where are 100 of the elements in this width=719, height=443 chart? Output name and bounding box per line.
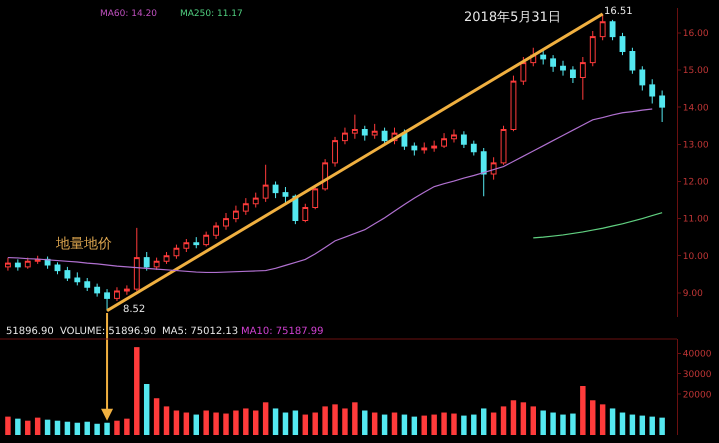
bar bbox=[352, 402, 358, 435]
candlestick bbox=[24, 257, 31, 270]
candlestick bbox=[193, 236, 200, 249]
y-tick-label: 13.00 bbox=[682, 140, 709, 150]
candlestick bbox=[54, 262, 60, 275]
bar bbox=[184, 412, 190, 435]
candlestick bbox=[451, 128, 457, 143]
text: MA10: 75187.99 bbox=[241, 326, 324, 337]
candlestick bbox=[540, 49, 546, 65]
bar bbox=[114, 420, 120, 435]
bar bbox=[480, 408, 486, 435]
candlestick bbox=[262, 164, 269, 202]
candlestick bbox=[64, 266, 70, 282]
bar bbox=[461, 416, 467, 435]
candlestick bbox=[580, 56, 586, 100]
candlestick bbox=[629, 47, 636, 74]
bar bbox=[253, 410, 258, 435]
bar bbox=[5, 416, 11, 435]
candlestick bbox=[144, 252, 150, 272]
bar bbox=[441, 412, 447, 435]
bar bbox=[530, 406, 536, 435]
bar bbox=[322, 406, 328, 435]
y-tick-label: 16.00 bbox=[682, 29, 709, 40]
candlestick bbox=[183, 238, 190, 253]
candlestick bbox=[490, 156, 497, 180]
bar bbox=[649, 416, 655, 435]
bar bbox=[630, 414, 636, 435]
annotation: 16.51 bbox=[604, 6, 633, 17]
bar bbox=[392, 412, 398, 435]
bar bbox=[164, 406, 170, 435]
bar bbox=[34, 418, 40, 435]
candlestick bbox=[431, 140, 438, 152]
candlestick bbox=[500, 125, 506, 166]
bar bbox=[570, 414, 576, 435]
bar bbox=[302, 414, 308, 435]
line-series bbox=[7, 108, 653, 274]
bar bbox=[174, 410, 180, 435]
bar bbox=[422, 416, 427, 435]
candlestick bbox=[441, 132, 447, 149]
candlestick bbox=[232, 205, 239, 223]
candlestick bbox=[94, 283, 100, 298]
bar bbox=[362, 410, 368, 435]
candlestick bbox=[164, 252, 170, 264]
candlestick bbox=[124, 284, 130, 296]
annotation: MA250: 11.17 bbox=[180, 9, 243, 19]
candlestick bbox=[5, 257, 11, 272]
bar bbox=[431, 414, 437, 435]
candlestick bbox=[213, 222, 220, 240]
bar bbox=[471, 414, 477, 435]
candlestick bbox=[242, 198, 249, 216]
bar bbox=[84, 422, 90, 435]
candlestick bbox=[362, 125, 368, 142]
candlestick bbox=[302, 203, 308, 223]
candlestick bbox=[520, 56, 526, 86]
bar bbox=[342, 408, 348, 435]
y-tick-label: 30000 bbox=[682, 370, 712, 380]
bar bbox=[213, 412, 219, 435]
bar bbox=[520, 402, 526, 435]
bar bbox=[144, 384, 150, 435]
annotation: 2018年5月31日 bbox=[464, 10, 561, 25]
bar bbox=[659, 418, 665, 435]
candlestick bbox=[382, 127, 388, 145]
bar bbox=[54, 420, 60, 435]
bar bbox=[600, 404, 606, 435]
bar bbox=[94, 424, 100, 435]
bar bbox=[312, 412, 318, 435]
bar bbox=[372, 412, 378, 435]
candlestick bbox=[470, 140, 477, 156]
candlestick bbox=[174, 244, 180, 260]
candlestick bbox=[620, 32, 626, 56]
bar bbox=[490, 412, 496, 435]
candlestick bbox=[84, 278, 90, 292]
bar bbox=[412, 416, 418, 435]
candlestick bbox=[14, 258, 21, 272]
bar bbox=[382, 414, 388, 435]
candlestick bbox=[560, 60, 566, 76]
bar bbox=[282, 412, 288, 435]
y-tick-label: 15.00 bbox=[682, 66, 709, 76]
candlestick bbox=[203, 231, 210, 247]
candlestick bbox=[352, 114, 358, 140]
candlestick bbox=[610, 19, 616, 41]
candlestick bbox=[282, 186, 288, 204]
candlestick bbox=[649, 78, 656, 104]
text: 51896.90 bbox=[6, 326, 54, 337]
candlestick bbox=[460, 130, 467, 149]
bar bbox=[272, 408, 278, 435]
bar bbox=[332, 404, 338, 435]
bar bbox=[233, 410, 239, 435]
bar bbox=[154, 398, 160, 435]
candlestick bbox=[332, 136, 338, 168]
annotation: 8.52 bbox=[123, 304, 146, 315]
bar bbox=[44, 420, 50, 435]
candlestick bbox=[114, 286, 120, 302]
candlestick bbox=[570, 66, 576, 84]
candlestick bbox=[659, 90, 666, 123]
bar bbox=[74, 422, 80, 435]
bar bbox=[262, 402, 268, 435]
y-tick-label: 20000 bbox=[682, 390, 712, 400]
bar bbox=[590, 400, 596, 435]
bar bbox=[540, 410, 546, 435]
